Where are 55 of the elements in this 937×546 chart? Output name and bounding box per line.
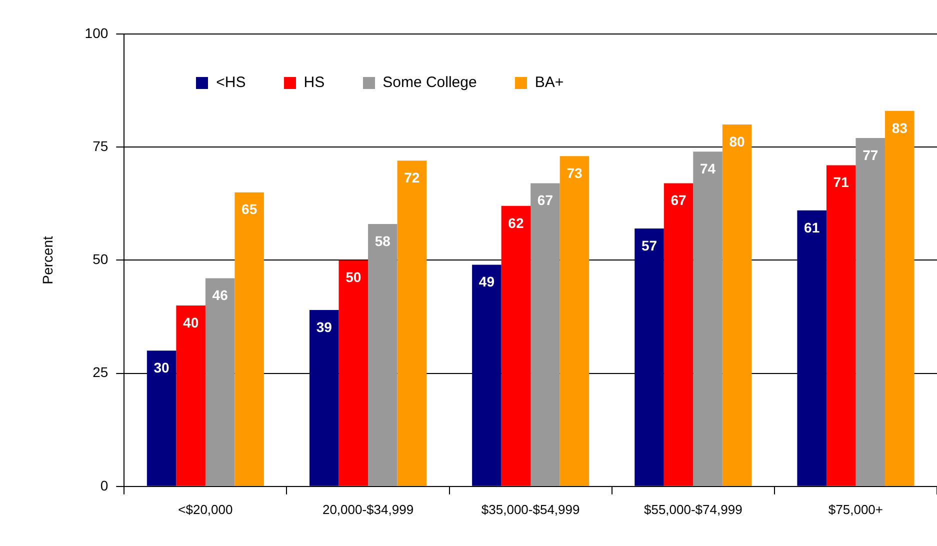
bar [560, 156, 590, 486]
data-label: 58 [374, 232, 391, 249]
data-label: 57 [641, 237, 658, 254]
bar [884, 110, 914, 486]
data-label: 46 [212, 287, 228, 304]
data-label: 73 [566, 165, 582, 182]
y-tick-label: 50 [92, 251, 108, 268]
legend-label: <HS [216, 74, 246, 91]
bar [856, 138, 885, 486]
data-label: 74 [700, 160, 716, 176]
data-label: 50 [346, 269, 362, 286]
y-axis-title: Percent [39, 236, 56, 284]
y-tick-label: 75 [92, 138, 108, 154]
data-label: 62 [508, 214, 524, 231]
x-tick-label: <$20,000 [178, 502, 233, 517]
bar [234, 192, 264, 486]
data-label: 61 [804, 219, 820, 236]
bar [397, 160, 427, 486]
y-tick-label: 25 [92, 364, 108, 380]
bar [797, 210, 826, 486]
bar [501, 206, 531, 486]
bar [664, 183, 694, 486]
bar [472, 264, 502, 486]
y-tick-label: 100 [84, 24, 108, 41]
data-label: 40 [183, 314, 199, 330]
x-tick-label: 20,000-$34,999 [322, 502, 414, 517]
x-tick-label: $75,000+ [828, 502, 884, 517]
legend-label: BA+ [534, 74, 564, 91]
bar [338, 260, 368, 486]
data-label: 49 [478, 274, 495, 290]
bar [722, 124, 752, 486]
data-label: 71 [833, 174, 850, 190]
data-label: 39 [316, 318, 332, 335]
bar [826, 165, 856, 486]
legend-label: Some College [382, 74, 477, 91]
bar [205, 278, 235, 486]
data-label: 80 [729, 133, 746, 150]
bar [634, 228, 664, 486]
legend-label: HS [304, 74, 325, 91]
bar [146, 350, 176, 486]
data-label: 67 [670, 192, 687, 208]
data-label: 30 [154, 360, 170, 376]
bar [368, 224, 398, 486]
data-label: 67 [537, 192, 554, 208]
data-label: 77 [862, 146, 878, 163]
bar [530, 183, 560, 486]
bar [693, 152, 722, 486]
x-tick-label: $35,000-$54,999 [481, 502, 580, 517]
bar [176, 305, 206, 486]
data-label: 65 [242, 201, 258, 218]
data-label: 83 [892, 120, 908, 136]
data-label: 72 [404, 170, 420, 186]
bar [309, 310, 339, 486]
x-tick-label: $55,000-$74,999 [644, 502, 742, 517]
y-tick-label: 0 [100, 477, 108, 494]
